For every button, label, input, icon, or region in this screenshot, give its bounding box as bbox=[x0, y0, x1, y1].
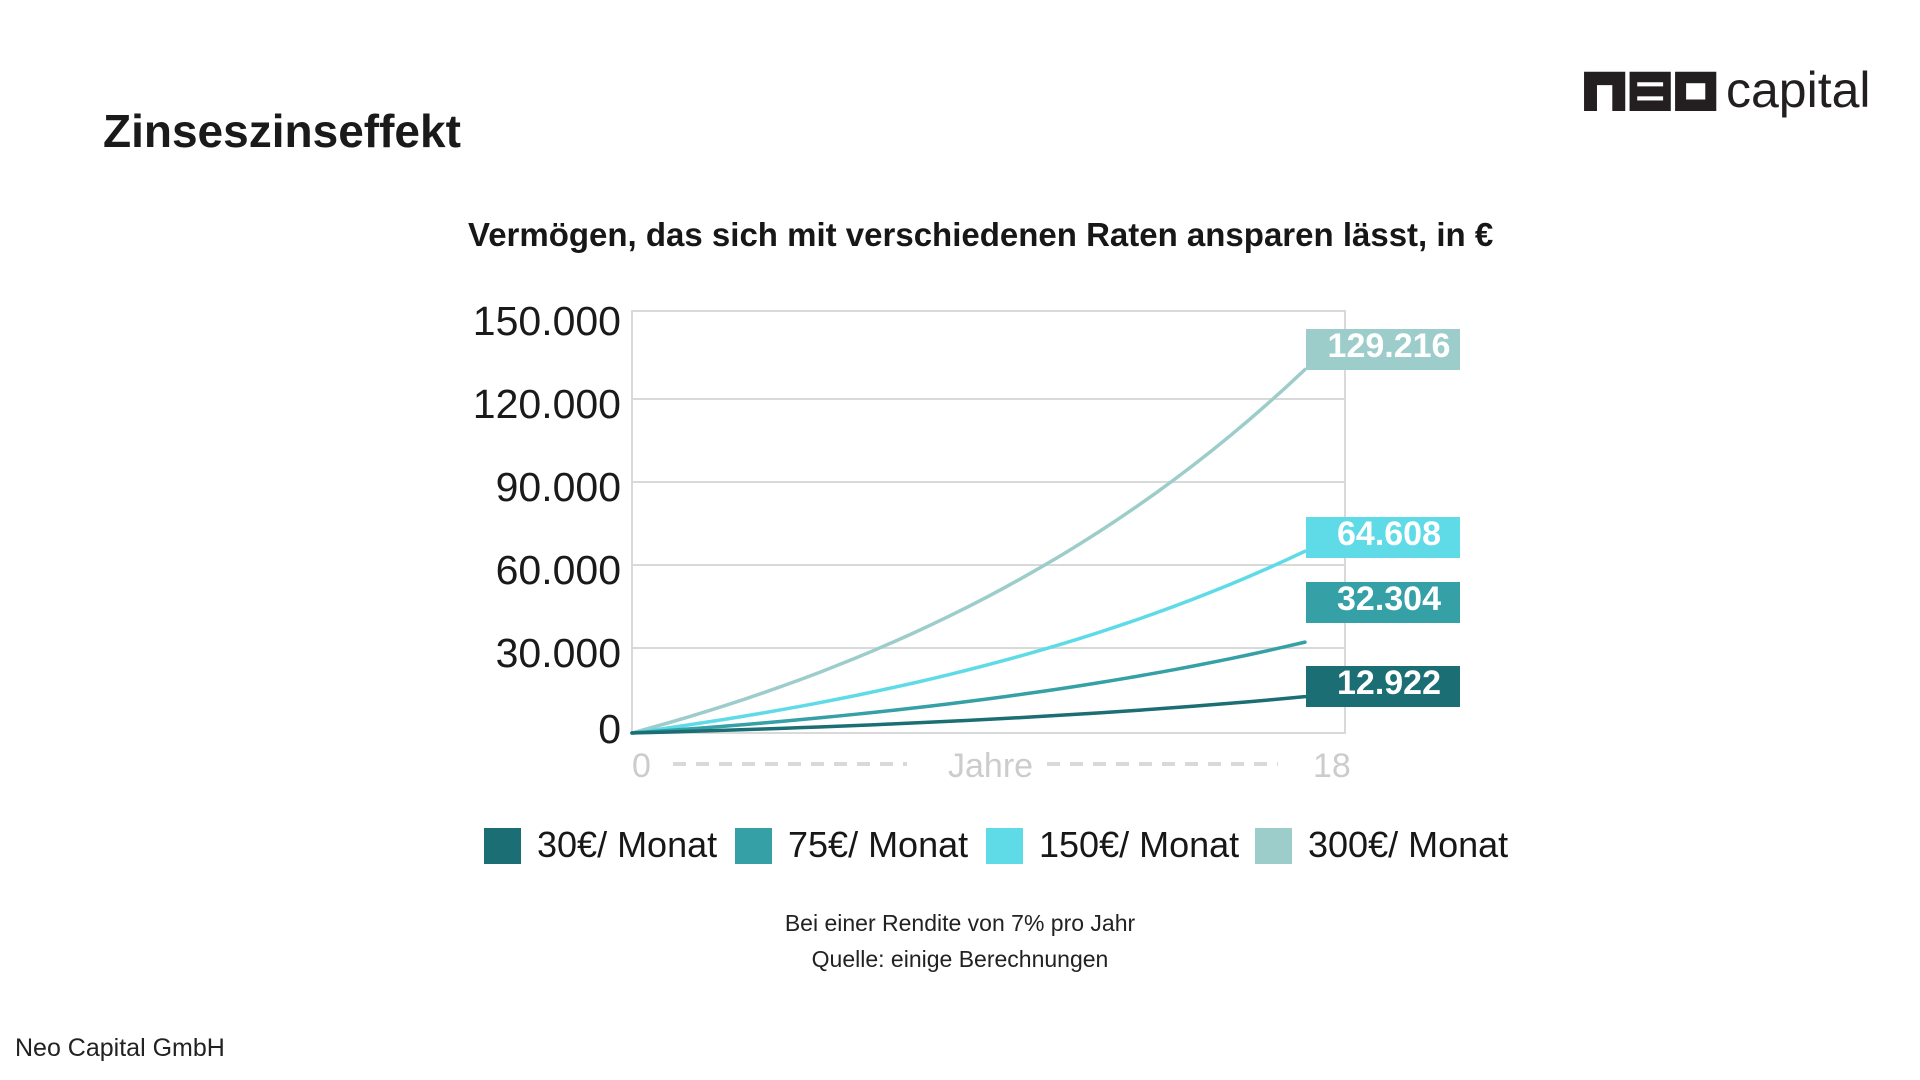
svg-text:30.000: 30.000 bbox=[496, 630, 621, 676]
svg-text:90.000: 90.000 bbox=[496, 464, 621, 510]
svg-text:0: 0 bbox=[632, 747, 651, 785]
svg-text:129.216: 129.216 bbox=[1328, 327, 1451, 365]
svg-text:64.608: 64.608 bbox=[1337, 515, 1441, 553]
svg-text:32.304: 32.304 bbox=[1337, 580, 1441, 618]
svg-text:120.000: 120.000 bbox=[473, 381, 621, 427]
svg-text:150.000: 150.000 bbox=[473, 298, 621, 344]
svg-text:60.000: 60.000 bbox=[496, 547, 621, 593]
svg-text:18: 18 bbox=[1313, 747, 1351, 785]
svg-text:Jahre: Jahre bbox=[948, 747, 1033, 785]
svg-text:0: 0 bbox=[598, 706, 621, 752]
svg-text:12.922: 12.922 bbox=[1337, 664, 1441, 702]
